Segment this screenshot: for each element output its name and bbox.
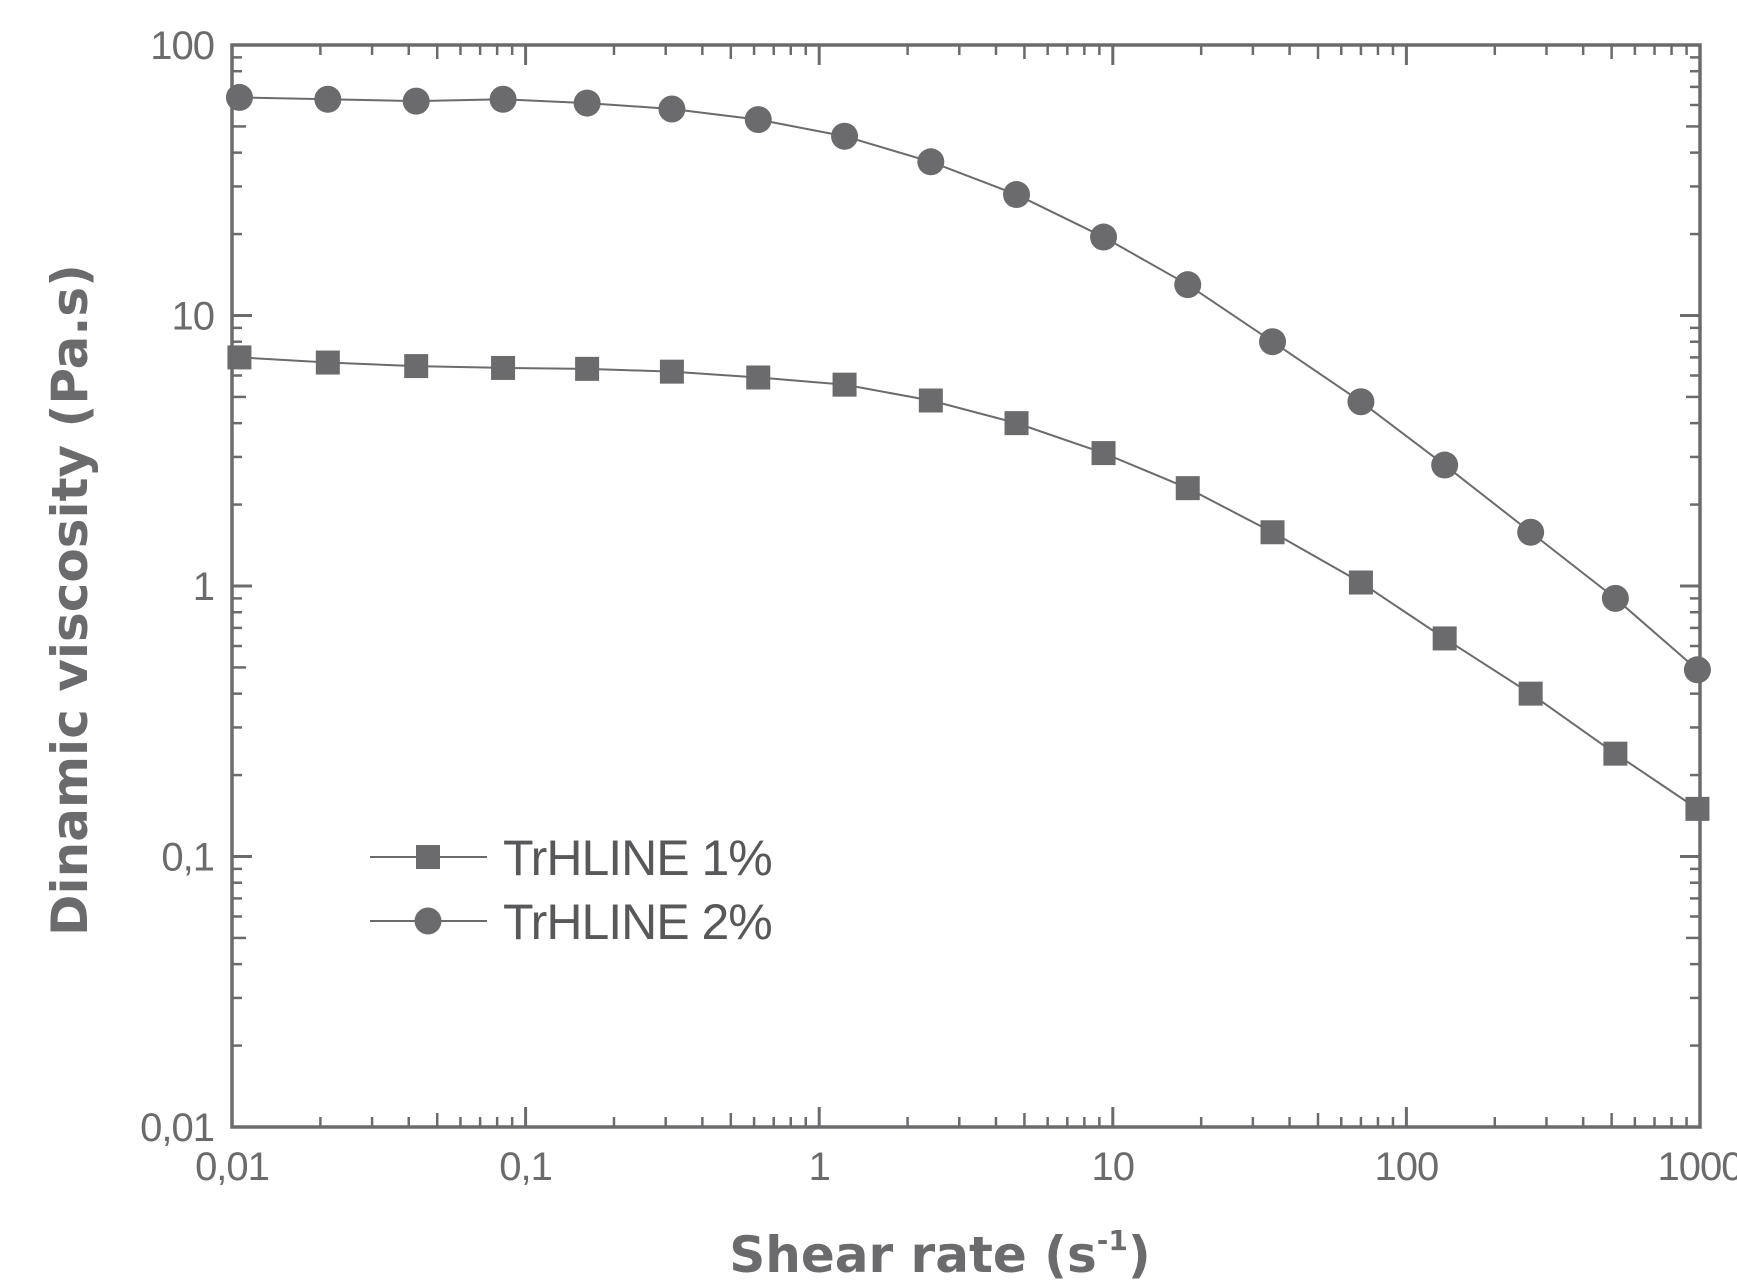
- legend-label: TrHLINE 1%: [503, 830, 772, 886]
- data-point-circle: [1090, 223, 1118, 251]
- data-point-circle: [1431, 451, 1459, 479]
- data-point-square: [1518, 681, 1543, 706]
- data-point-circle: [225, 83, 253, 111]
- data-point-square: [832, 372, 857, 397]
- series-line-2: [239, 96, 1699, 671]
- data-point-circle: [1601, 584, 1629, 612]
- x-axis-title: Shear rate (s-1): [729, 1224, 1151, 1280]
- data-point-circle: [917, 148, 945, 176]
- legend-marker-square: [416, 845, 440, 869]
- data-point-square: [227, 345, 252, 370]
- y-tick-label: 0,01: [140, 1106, 214, 1150]
- data-point-square: [659, 359, 684, 384]
- y-axis-title: Dinamic viscosity (Pa.s): [41, 264, 99, 936]
- data-point-square: [918, 388, 943, 413]
- data-point-square: [1091, 441, 1116, 466]
- data-point-circle: [1517, 518, 1545, 546]
- data-point-square: [1348, 570, 1373, 595]
- y-tick-label: 1: [193, 565, 214, 609]
- x-tick-label: 100: [1375, 1145, 1439, 1189]
- y-tick-label: 10: [172, 295, 215, 339]
- data-point-square: [746, 365, 771, 390]
- x-tick-label: 1000: [1658, 1145, 1737, 1189]
- data-point-circle: [314, 85, 342, 113]
- data-point-square: [1603, 741, 1628, 766]
- data-point-circle: [1347, 388, 1375, 416]
- axes: [230, 43, 1702, 1129]
- x-tick-label: 0,01: [195, 1145, 269, 1189]
- x-tick-label: 0,1: [499, 1145, 552, 1189]
- data-point-square: [1175, 476, 1200, 501]
- data-series: [225, 83, 1711, 821]
- x-tick-label: 10: [1092, 1145, 1135, 1189]
- data-point-square: [1004, 411, 1029, 436]
- ticks: 0,01 0,1 1 10 100 1000 0,01 0,1 1 10 100: [140, 24, 1737, 1189]
- data-point-circle: [658, 95, 686, 123]
- plot-frame: [230, 43, 1702, 1129]
- data-point-circle: [1003, 181, 1031, 209]
- data-point-square: [1260, 520, 1285, 545]
- legend-label: TrHLINE 2%: [503, 894, 772, 950]
- data-point-circle: [573, 89, 601, 117]
- data-point-square: [491, 355, 516, 380]
- data-point-circle: [1174, 271, 1202, 299]
- data-point-circle: [831, 122, 859, 150]
- data-point-circle: [402, 87, 430, 115]
- data-point-circle: [1259, 328, 1287, 356]
- data-point-circle: [1683, 656, 1711, 684]
- data-point-square: [315, 350, 340, 375]
- data-point-circle: [489, 85, 517, 113]
- legend: TrHLINE 1% TrHLINE 2%: [370, 830, 773, 950]
- data-point-square: [1685, 796, 1710, 821]
- data-point-square: [1432, 626, 1457, 651]
- x-tick-label: 1: [809, 1145, 830, 1189]
- data-point-square: [404, 354, 429, 379]
- y-tick-label: 100: [150, 24, 214, 68]
- data-point-circle: [744, 106, 772, 134]
- series-line-1: [239, 356, 1698, 810]
- legend-marker-circle: [414, 907, 442, 935]
- y-tick-label: 0,1: [161, 836, 214, 880]
- data-point-square: [575, 356, 600, 381]
